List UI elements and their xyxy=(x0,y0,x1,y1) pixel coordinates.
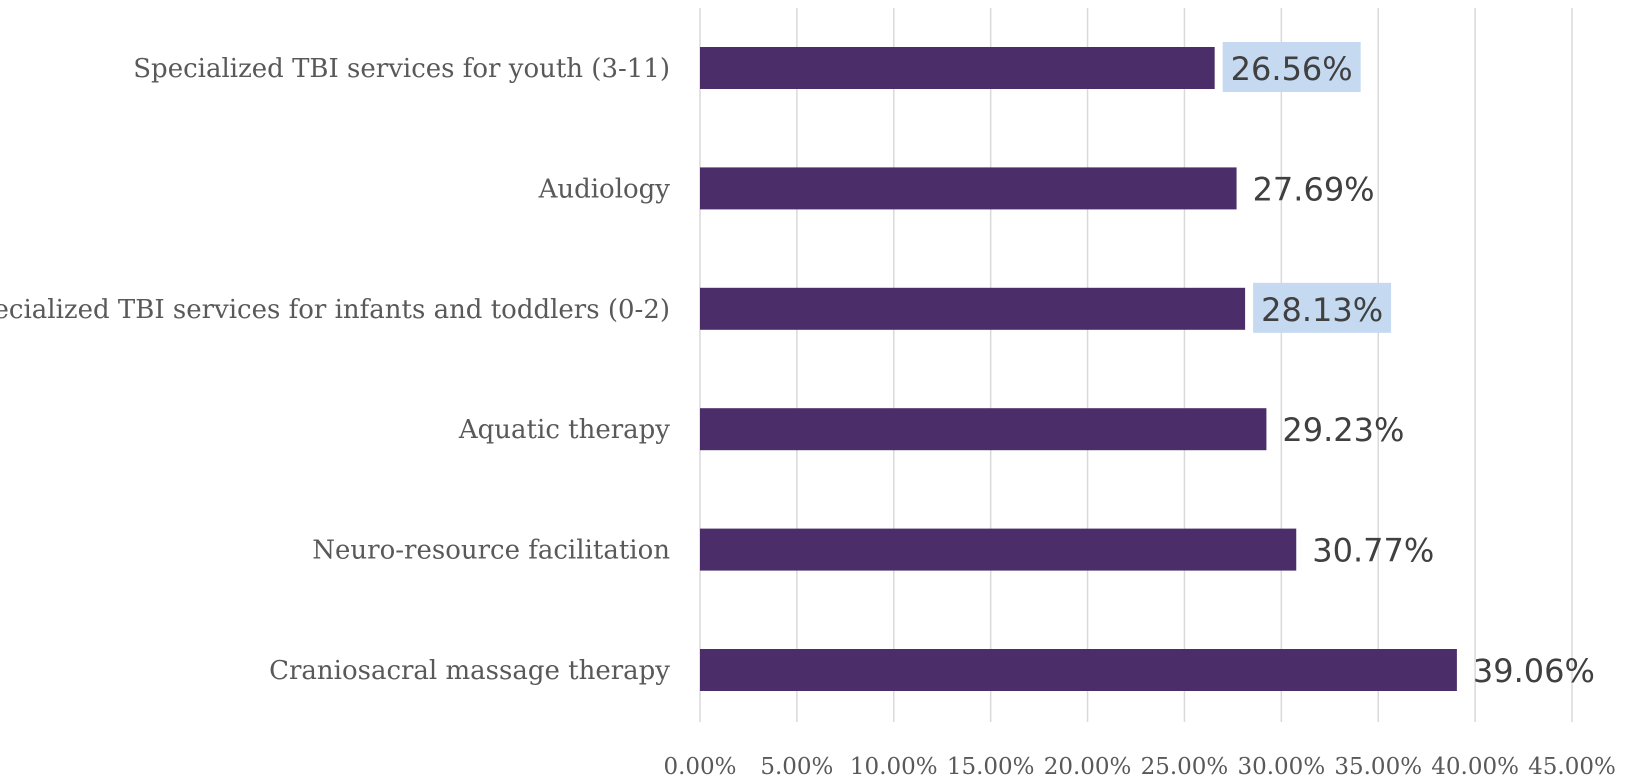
x-tick-label: 25.00% xyxy=(1141,754,1229,780)
category-label: Neuro-resource facilitation xyxy=(312,536,670,566)
x-tick-label: 20.00% xyxy=(1044,754,1132,780)
x-tick-label: 10.00% xyxy=(850,754,938,780)
x-tick-label: 30.00% xyxy=(1237,754,1325,780)
data-label: 39.06% xyxy=(1473,652,1595,690)
category-label: Audiology xyxy=(538,174,671,204)
category-label: Specialized TBI services for infants and… xyxy=(0,295,670,325)
category-label: Aquatic therapy xyxy=(458,415,670,445)
data-label-highlight xyxy=(1222,42,1361,92)
category-label: Craniosacral massage therapy xyxy=(269,656,670,686)
x-tick-label: 5.00% xyxy=(760,754,833,780)
bar xyxy=(700,287,1246,330)
category-labels: Specialized TBI services for youth (3-11… xyxy=(0,54,670,686)
data-label: 30.77% xyxy=(1312,532,1434,570)
x-tick-label: 0.00% xyxy=(663,754,736,780)
bar xyxy=(700,649,1457,691)
data-label: 27.69% xyxy=(1253,170,1375,208)
x-tick-label: 15.00% xyxy=(947,754,1035,780)
bar xyxy=(700,47,1215,89)
x-axis-tick-labels: 0.00% 5.00% 10.00% 15.00% 20.00% 25.00% 30.00%… xyxy=(663,754,1615,780)
bars xyxy=(700,47,1457,691)
data-labels: 26.56% 27.69% 28.13% 29.23% 30.77% 39.06% xyxy=(1222,42,1595,690)
data-label-highlight xyxy=(1253,282,1392,333)
data-label: 28.13% xyxy=(1261,291,1383,329)
x-tick-label: 35.00% xyxy=(1334,754,1422,780)
category-label: Specialized TBI services for youth (3-11… xyxy=(133,54,670,84)
grid-lines xyxy=(699,8,1573,722)
bar xyxy=(700,167,1237,210)
bar xyxy=(700,528,1297,571)
x-tick-label: 40.00% xyxy=(1431,754,1519,780)
x-tick-label: 45.00% xyxy=(1528,754,1616,780)
bar xyxy=(700,408,1267,451)
data-label: 29.23% xyxy=(1282,411,1404,449)
data-label: 26.56% xyxy=(1231,50,1353,88)
